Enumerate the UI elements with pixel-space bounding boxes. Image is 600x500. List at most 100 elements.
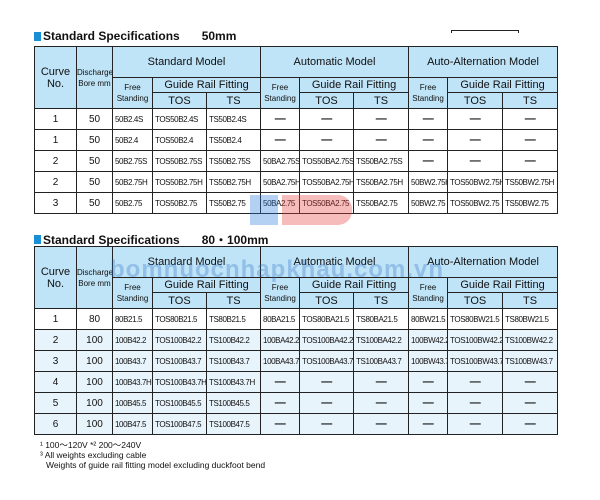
cell-number: 100 — [76, 413, 113, 435]
cell-na: — — [260, 108, 301, 130]
table1-title: Standard Specifications 50mm — [34, 29, 236, 43]
bullet-square-icon — [34, 31, 41, 41]
tos-header: TOS — [152, 92, 207, 109]
cell-model: TS80BW21.5 — [502, 308, 559, 330]
free-standing-header: Free Standing — [260, 77, 301, 109]
cell-na: — — [299, 392, 355, 414]
table-row: 4 100 100B43.7H TOS100B43.7H TS100B43.7H — — — —… — [34, 371, 559, 393]
free-standing-header: Free Standing — [408, 77, 449, 109]
cell-na: — — [299, 129, 355, 151]
cell-model: TOS50B2.4S — [152, 108, 207, 130]
title-text: Standard Specifications — [43, 29, 180, 43]
cell-na: — — [353, 108, 410, 130]
cell-na: — — [408, 150, 449, 172]
cell-na: — — [353, 371, 410, 393]
cell-na: — — [502, 108, 559, 130]
automatic-model-header: Automatic Model — [260, 46, 410, 78]
tos-header: TOS — [152, 292, 207, 309]
bore-header: Discharge Bore mm — [76, 46, 113, 109]
cell-model: 50BW2.75H — [408, 171, 449, 193]
cell-model: 50BW2.75 — [408, 192, 449, 214]
title-text: Standard Specifications — [43, 232, 180, 247]
cell-number: 3 — [34, 350, 77, 372]
cell-model: 50B2.4S — [112, 108, 153, 130]
cell-model: TOS100B43.7H — [152, 371, 207, 393]
cell-number: 1 — [34, 308, 77, 330]
cell-model: 50BA2.75S — [260, 150, 301, 172]
cell-number: 4 — [34, 371, 77, 393]
cell-model: TS50B2.75S — [205, 150, 262, 172]
cell-number: 3 — [34, 192, 77, 214]
cell-model: 50B2.4 — [112, 129, 153, 151]
cell-number: 1 — [34, 108, 77, 130]
cell-na: — — [502, 129, 559, 151]
alternation-model-header: Auto-Alternation Model — [408, 246, 559, 278]
standard-model-header: Standard Model — [111, 246, 262, 278]
table-row: 3 100 100B43.7 TOS100B43.7 TS100B43.7 100BA43… — [34, 350, 559, 372]
free-standing-header: Free Standing — [112, 77, 153, 109]
table2-title: Standard Specifications 80・100mm — [34, 231, 268, 248]
cell-number: 100 — [76, 350, 113, 372]
footnote: Weights of guide rail fitting model excl… — [46, 460, 266, 470]
guide-rail-header: Guide Rail Fitting — [299, 77, 410, 93]
cell-model: TS100BA43.7 — [353, 350, 410, 372]
cell-model: TS100B45.5 — [205, 392, 262, 414]
title-size: 80・100mm — [201, 233, 269, 247]
guide-rail-header: Guide Rail Fitting — [151, 277, 262, 293]
cell-na: — — [447, 129, 504, 151]
cell-model: TOS100BA42.2 — [299, 329, 355, 351]
cell-model: TOS100BA43.7 — [299, 350, 355, 372]
automatic-model-header: Automatic Model — [260, 246, 410, 278]
cell-model: TS50BA2.75H — [353, 171, 410, 193]
cell-na: — — [408, 413, 449, 435]
cell-na: — — [353, 392, 410, 414]
cell-number: 100 — [76, 371, 113, 393]
cell-model: 100BA42.2 — [260, 329, 301, 351]
cell-na: — — [260, 371, 301, 393]
tos-header: TOS — [447, 292, 504, 309]
cell-model: TOS50B2.75 — [152, 192, 207, 214]
ts-header: TS — [205, 292, 262, 309]
cell-number: 50 — [76, 129, 113, 151]
cell-na: — — [502, 413, 559, 435]
cell-model: TS100BA42.2 — [353, 329, 410, 351]
cell-na: — — [260, 392, 301, 414]
table-row: 5 100 100B45.5 TOS100B45.5 TS100B45.5— — — — — — — [34, 392, 559, 414]
cell-model: 50B2.75S — [112, 150, 153, 172]
cell-model: TOS80BW21.5 — [447, 308, 504, 330]
cell-number: 100 — [76, 329, 113, 351]
cell-model: TS50BA2.75 — [353, 192, 410, 214]
tos-header: TOS — [299, 92, 355, 109]
guide-rail-header: Guide Rail Fitting — [447, 77, 559, 93]
cell-model: TOS50BW2.75H — [447, 171, 504, 193]
cell-na: — — [353, 413, 410, 435]
cell-model: 100BW42.2 — [408, 329, 449, 351]
table-row: 1 50 50B2.4 TOS50B2.4 TS50B2.4— — — — — — — [34, 129, 559, 151]
bullet-square-icon — [34, 235, 41, 244]
cell-na: — — [408, 371, 449, 393]
tos-header: TOS — [299, 292, 355, 309]
cell-model: TOS50BA2.75 — [299, 192, 355, 214]
cell-number: 2 — [34, 171, 77, 193]
cell-na: — — [447, 392, 504, 414]
watermark-text: bomnuocnhapkhau.com.vn — [110, 256, 445, 283]
footnotes: ¹ 100〜120V *² 200〜240V ³ All weights exc… — [40, 440, 265, 470]
table-row: 6 100 100B47.5 TOS100B47.5 TS100B47.5— — — — — — — [34, 413, 559, 435]
cell-model: TOS100BW42.2 — [447, 329, 504, 351]
cell-model: TS80BA21.5 — [353, 308, 410, 330]
ts-header: TS — [502, 92, 559, 109]
watermark-logo-blue — [250, 195, 278, 225]
cell-model: TOS50BA2.75H — [299, 171, 355, 193]
cell-model: TS100B43.7 — [205, 350, 262, 372]
guide-rail-header: Guide Rail Fitting — [151, 77, 262, 93]
cell-model: 80B21.5 — [112, 308, 153, 330]
guide-rail-header: Guide Rail Fitting — [447, 277, 559, 293]
cell-na: — — [447, 371, 504, 393]
cell-model: TS100B47.5 — [205, 413, 262, 435]
cell-model: TS100BW43.7 — [502, 350, 559, 372]
cell-model: TOS50BA2.75S — [299, 150, 355, 172]
cell-model: TOS50B2.75H — [152, 171, 207, 193]
cell-model: 50B2.75H — [112, 171, 153, 193]
cell-na: — — [447, 108, 504, 130]
cell-model: 100B43.7 — [112, 350, 153, 372]
